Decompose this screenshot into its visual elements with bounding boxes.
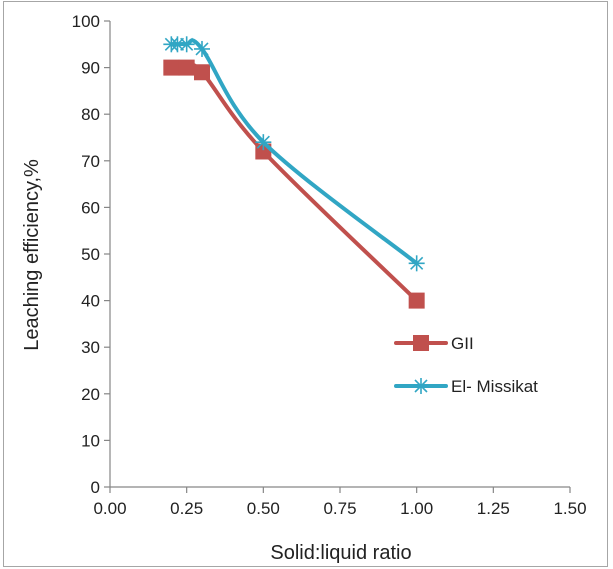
legend-item-el-missikat: El- Missikat <box>394 377 538 396</box>
y-tick-label: 0 <box>91 478 100 497</box>
series-el-missikat <box>163 36 425 272</box>
legend: GII El- Missikat <box>394 334 538 396</box>
x-tick-label: 0.75 <box>323 499 356 518</box>
x-axis-title: Solid:liquid ratio <box>270 542 411 564</box>
data-point-gii <box>163 59 180 76</box>
marker-stroke <box>256 135 270 149</box>
y-tick-label: 80 <box>81 105 100 124</box>
marker-stroke <box>410 256 424 270</box>
y-tick-label: 10 <box>81 431 100 450</box>
legend-marker <box>413 335 429 351</box>
legend-marker <box>413 378 429 394</box>
legend-label: El- Missikat <box>451 377 538 396</box>
y-tick-label: 50 <box>81 245 100 264</box>
x-tick-label: 1.50 <box>553 499 586 518</box>
chart-frame <box>3 1 608 567</box>
data-point-el-missikat <box>255 134 272 151</box>
y-tick-label: 70 <box>81 152 100 171</box>
x-tick-label: 0.00 <box>93 499 126 518</box>
x-tick-label: 0.25 <box>170 499 203 518</box>
legend-label: GII <box>451 334 474 353</box>
data-point-gii <box>194 64 210 81</box>
data-point-el-missikat <box>408 255 425 272</box>
x-tick-label: 0.50 <box>247 499 280 518</box>
data-point-el-missikat <box>178 36 195 53</box>
x-tick-label: 1.25 <box>477 499 510 518</box>
y-tick-label: 90 <box>81 59 100 78</box>
series-layer <box>163 36 425 309</box>
data-point-gii <box>408 292 425 309</box>
y-axis-title: Leaching efficiency,% <box>21 159 43 351</box>
y-tick-label: 20 <box>81 385 100 404</box>
data-point-gii <box>178 59 195 76</box>
marker-stroke <box>170 37 185 51</box>
y-tick-label: 30 <box>81 338 100 357</box>
marker-stroke <box>195 42 209 56</box>
legend-item-gii: GII <box>394 334 474 353</box>
y-tick-label: 60 <box>81 198 100 217</box>
axes: 0 10 20 30 40 50 60 70 80 90 100 0.00 0.25 0.50 0.75 1.… <box>72 12 587 518</box>
x-tick-label: 1.00 <box>400 499 433 518</box>
y-tick-label: 40 <box>81 292 100 311</box>
marker-stroke <box>180 37 194 51</box>
series-line-gii <box>169 62 419 303</box>
y-tick-label: 100 <box>72 12 100 31</box>
data-point-el-missikat <box>194 40 210 57</box>
marker-stroke <box>414 379 428 393</box>
series-gii <box>163 59 425 309</box>
